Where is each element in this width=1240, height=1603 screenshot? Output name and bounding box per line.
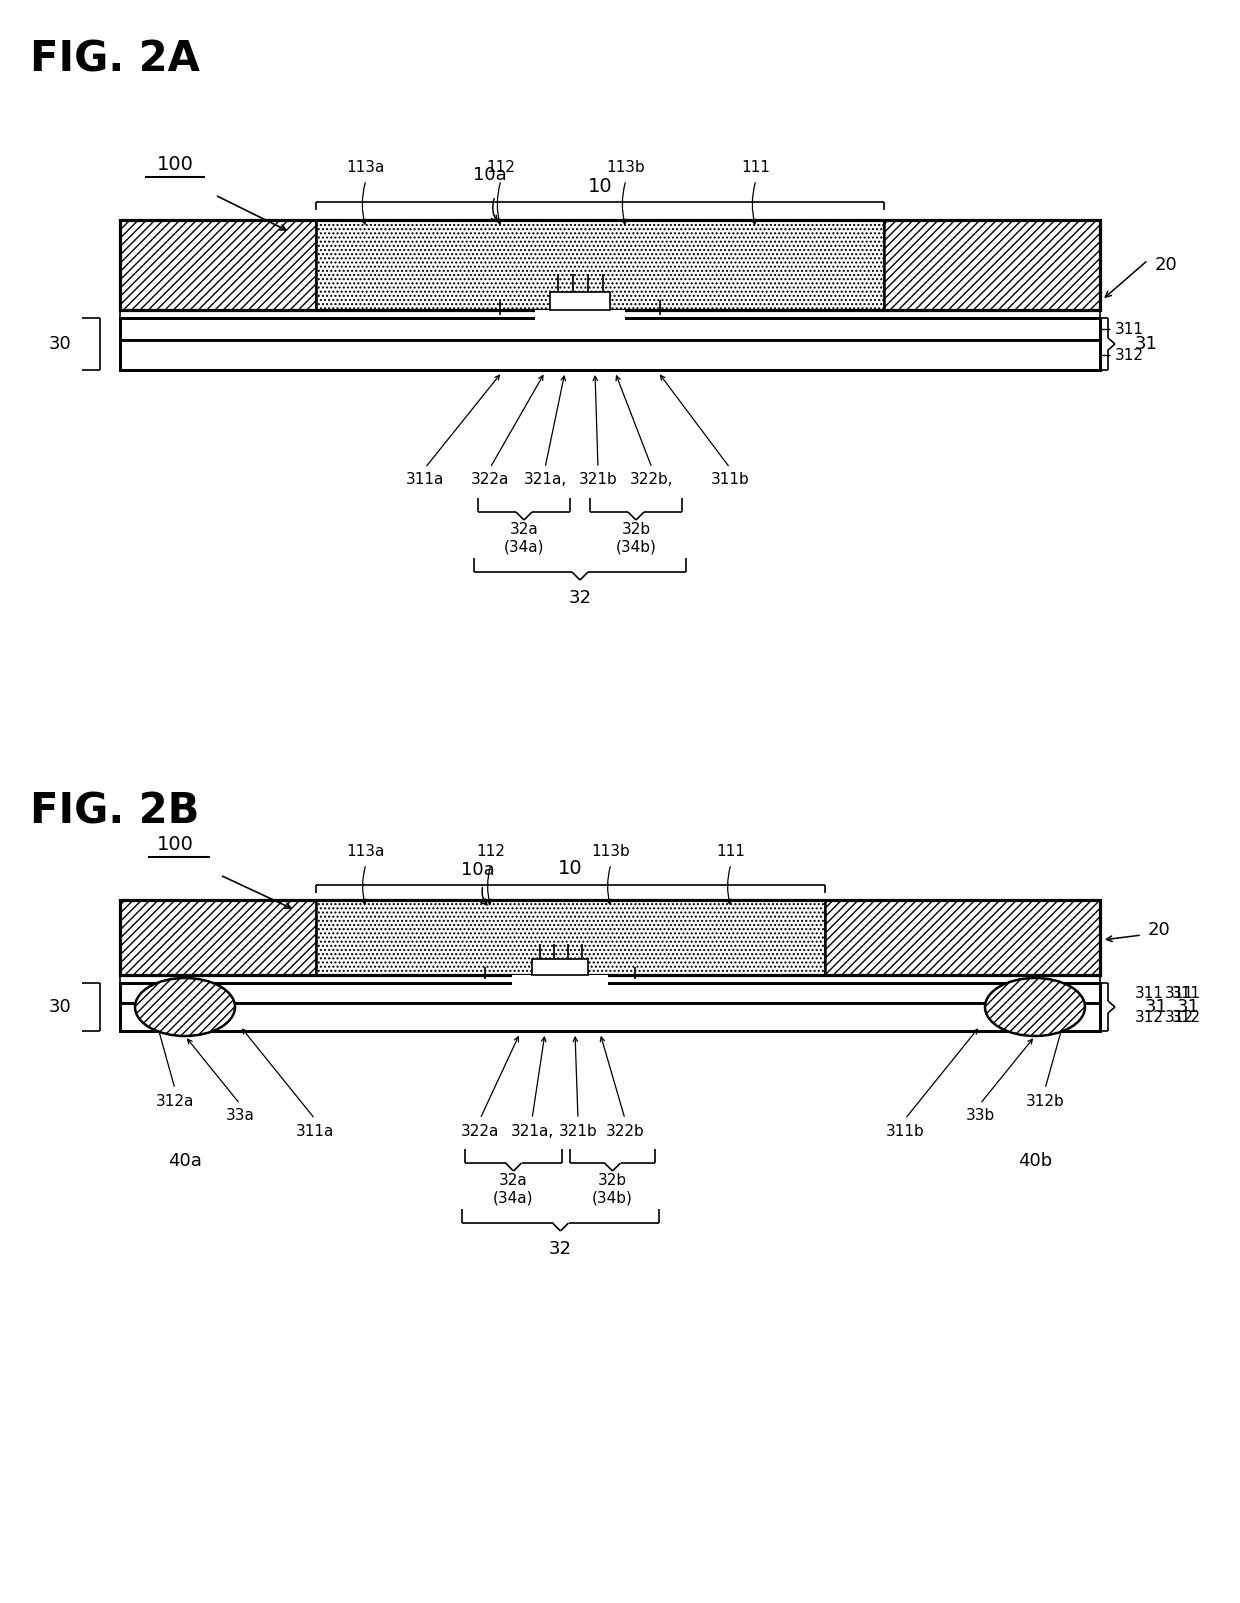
- Text: 20: 20: [1148, 922, 1171, 939]
- Text: 113b: 113b: [591, 845, 630, 859]
- Bar: [120, 317, 1100, 340]
- Text: 10: 10: [558, 859, 583, 878]
- Bar: [120, 983, 1100, 1003]
- Text: 311a: 311a: [296, 1124, 335, 1138]
- Text: 32: 32: [568, 588, 591, 608]
- Text: 33a: 33a: [226, 1109, 254, 1124]
- Bar: [120, 340, 1100, 370]
- Text: 312: 312: [1172, 1010, 1202, 1024]
- Text: 321a,: 321a,: [523, 473, 567, 487]
- Text: 311b: 311b: [885, 1124, 924, 1138]
- Bar: [120, 1003, 1100, 1031]
- Text: 322a: 322a: [461, 1124, 500, 1138]
- Text: 40b: 40b: [1018, 1153, 1052, 1170]
- Text: 30: 30: [48, 335, 72, 353]
- Text: 312b: 312b: [1025, 1093, 1064, 1109]
- Text: 312: 312: [1166, 1010, 1194, 1024]
- Text: 32b
(34b): 32b (34b): [615, 523, 656, 555]
- Text: 113b: 113b: [606, 160, 645, 175]
- Text: 31: 31: [1135, 335, 1158, 353]
- Text: 100: 100: [156, 835, 193, 854]
- Text: 112: 112: [486, 160, 516, 175]
- Text: 311a: 311a: [405, 473, 444, 487]
- Text: 312: 312: [1135, 1010, 1164, 1024]
- Text: 112: 112: [476, 845, 506, 859]
- Text: 32a
(34a): 32a (34a): [494, 1173, 533, 1205]
- Text: 31: 31: [1177, 999, 1200, 1016]
- Text: 312a: 312a: [156, 1093, 195, 1109]
- Bar: [316, 899, 825, 975]
- Bar: [120, 975, 1100, 983]
- Text: 30: 30: [48, 999, 72, 1016]
- Text: FIG. 2B: FIG. 2B: [30, 790, 200, 832]
- Ellipse shape: [135, 978, 236, 1036]
- Text: FIG. 2A: FIG. 2A: [30, 38, 200, 80]
- Bar: [532, 959, 588, 975]
- Bar: [551, 292, 610, 309]
- Text: 40a: 40a: [169, 1153, 202, 1170]
- Bar: [316, 220, 884, 309]
- Text: 32a
(34a): 32a (34a): [503, 523, 544, 555]
- Bar: [120, 220, 316, 309]
- Text: 32: 32: [549, 1241, 572, 1258]
- Bar: [120, 899, 316, 975]
- Text: 311: 311: [1172, 986, 1202, 1000]
- Text: 312: 312: [1115, 348, 1145, 362]
- Bar: [120, 309, 1100, 317]
- Text: 311b: 311b: [711, 473, 749, 487]
- Text: 10a: 10a: [461, 861, 495, 878]
- Text: 321b: 321b: [579, 473, 618, 487]
- Text: 100: 100: [156, 155, 193, 175]
- Bar: [120, 317, 1100, 370]
- Bar: [512, 975, 608, 987]
- Text: 20: 20: [1154, 256, 1178, 274]
- Text: 31: 31: [1145, 999, 1168, 1016]
- Text: 10a: 10a: [474, 167, 507, 184]
- Text: 111: 111: [717, 845, 745, 859]
- Bar: [884, 220, 1100, 309]
- Bar: [120, 220, 1100, 309]
- Bar: [120, 899, 1100, 975]
- Text: 113a: 113a: [347, 845, 386, 859]
- Text: 32b
(34b): 32b (34b): [591, 1173, 632, 1205]
- Ellipse shape: [985, 978, 1085, 1036]
- Text: 321a,: 321a,: [511, 1124, 553, 1138]
- Text: 113a: 113a: [347, 160, 386, 175]
- Text: 322b: 322b: [605, 1124, 645, 1138]
- Bar: [120, 983, 1100, 1031]
- Text: 311: 311: [1166, 986, 1194, 1000]
- Text: 33b: 33b: [966, 1109, 994, 1124]
- Bar: [534, 309, 625, 322]
- Text: 322b,: 322b,: [630, 473, 673, 487]
- Text: 311: 311: [1135, 986, 1164, 1000]
- Text: 111: 111: [742, 160, 770, 175]
- Text: 321b: 321b: [559, 1124, 598, 1138]
- Text: 10: 10: [588, 176, 613, 196]
- Bar: [825, 899, 1100, 975]
- Text: 322a: 322a: [471, 473, 510, 487]
- Text: 311: 311: [1115, 322, 1145, 337]
